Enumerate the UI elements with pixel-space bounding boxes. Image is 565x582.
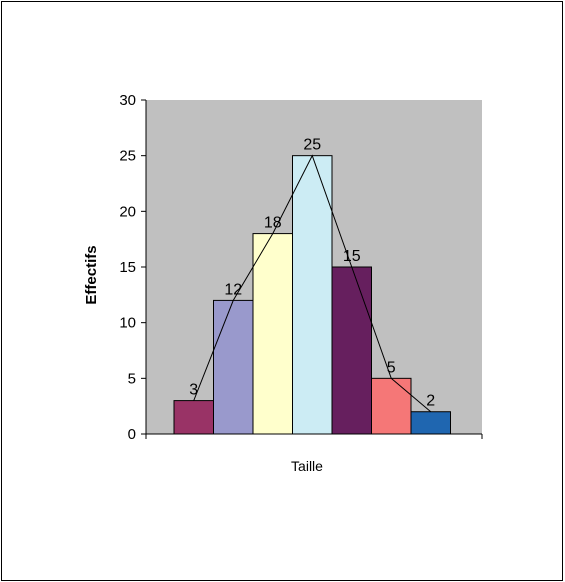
- y-tick-label-2: 10: [119, 315, 136, 332]
- x-axis-title: Taille: [291, 458, 323, 474]
- data-label-2: 18: [264, 215, 282, 232]
- data-label-1: 12: [224, 281, 242, 298]
- data-label-4: 15: [343, 248, 361, 265]
- bar-1: [213, 299, 254, 435]
- y-tick-label-5: 25: [119, 148, 136, 165]
- y-tick-label-6: 30: [119, 92, 136, 109]
- data-label-0: 3: [189, 382, 198, 399]
- y-tick-label-4: 20: [119, 203, 136, 220]
- y-tick-label-1: 5: [128, 370, 136, 387]
- data-label-3: 25: [303, 137, 321, 154]
- frequency-polygon: [193, 154, 432, 413]
- bar-5: [371, 377, 412, 435]
- bar-6: [410, 411, 451, 435]
- y-tick-label-0: 0: [128, 426, 136, 443]
- data-label-5: 5: [387, 359, 396, 376]
- bar-3: [292, 155, 333, 435]
- data-label-6: 2: [426, 393, 435, 410]
- y-axis-title: Effectifs: [83, 245, 100, 304]
- y-tick-label-3: 15: [119, 259, 136, 276]
- bar-4: [331, 266, 372, 435]
- bar-2: [252, 233, 293, 435]
- bar-0: [173, 400, 214, 435]
